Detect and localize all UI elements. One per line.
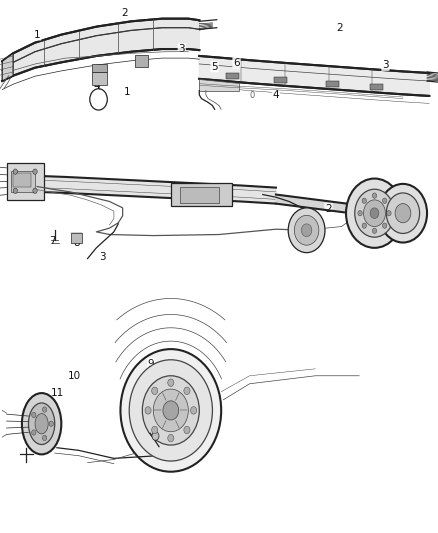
Circle shape [142,376,199,445]
Circle shape [184,426,190,434]
Circle shape [355,189,394,237]
Bar [274,77,287,83]
Circle shape [386,193,420,233]
Circle shape [129,360,212,461]
Circle shape [152,432,159,440]
Text: 2: 2 [325,204,332,214]
Text: 3: 3 [382,60,389,70]
Polygon shape [199,56,429,81]
Text: 11: 11 [50,389,64,398]
Circle shape [49,421,53,426]
Circle shape [382,198,387,204]
Circle shape [32,413,36,418]
Ellipse shape [28,403,55,445]
Circle shape [301,224,312,237]
Ellipse shape [35,414,48,434]
Circle shape [145,407,151,414]
Text: 3: 3 [99,252,106,262]
Text: 1: 1 [124,87,131,96]
Polygon shape [2,19,199,81]
Bar [370,84,383,91]
Circle shape [152,387,158,394]
Bar [92,71,107,85]
Bar [326,81,339,87]
Bar [13,173,31,187]
Circle shape [120,349,221,472]
Text: 7: 7 [49,236,56,246]
Text: 2: 2 [21,410,28,419]
Circle shape [294,215,319,245]
Text: 8: 8 [73,238,80,247]
Text: 0: 0 [249,92,254,100]
Circle shape [42,435,47,441]
Circle shape [42,407,47,412]
Circle shape [191,407,197,414]
Circle shape [370,208,379,219]
Polygon shape [37,176,276,204]
Circle shape [362,198,367,204]
Text: 2: 2 [336,23,343,33]
Circle shape [13,169,18,174]
Text: 3: 3 [178,44,185,54]
Circle shape [13,188,18,193]
Circle shape [379,184,427,243]
Text: 9: 9 [148,359,155,368]
Circle shape [387,211,391,216]
Circle shape [32,430,36,435]
Circle shape [184,387,190,394]
Bar [71,233,82,243]
Circle shape [382,223,387,228]
Text: 3: 3 [174,426,181,435]
Bar [180,187,219,203]
Circle shape [372,228,377,233]
Circle shape [346,179,403,248]
Bar [135,55,148,67]
Bar [226,73,239,79]
Text: 12: 12 [48,433,61,443]
Circle shape [288,208,325,253]
Bar [171,183,232,206]
Circle shape [362,223,367,228]
Text: 6: 6 [233,58,240,68]
Circle shape [395,204,411,223]
Text: 10: 10 [68,371,81,381]
Circle shape [168,434,174,442]
Circle shape [152,426,158,434]
Text: 1: 1 [34,30,41,39]
Text: 4: 4 [272,90,279,100]
Polygon shape [2,53,13,81]
Circle shape [372,193,377,198]
Circle shape [163,401,179,420]
Bar [11,171,35,192]
Text: 4: 4 [93,82,100,91]
Circle shape [153,389,188,432]
Bar [7,163,44,200]
Polygon shape [276,195,359,214]
Polygon shape [199,56,429,96]
Polygon shape [199,79,239,91]
Ellipse shape [22,393,61,454]
Text: 2: 2 [121,9,128,18]
Circle shape [33,188,37,193]
Circle shape [168,379,174,386]
Text: 5: 5 [211,62,218,71]
Circle shape [33,169,37,174]
Circle shape [358,211,362,216]
Circle shape [364,200,385,227]
Bar [92,63,107,71]
